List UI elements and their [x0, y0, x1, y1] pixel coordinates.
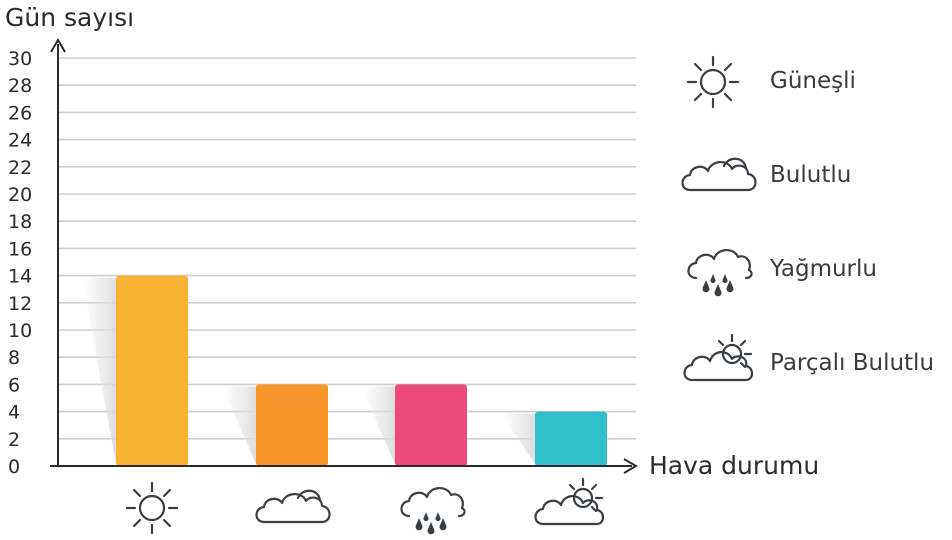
legend-label: Güneşli	[770, 68, 856, 94]
y-tick-label: 14	[8, 266, 32, 288]
y-tick-label: 6	[8, 374, 20, 396]
bar-cloud	[256, 384, 328, 466]
legend-label: Parçalı Bulutlu	[770, 350, 934, 376]
rain-cloud-icon	[400, 487, 466, 535]
bar-partly-cloudy	[535, 411, 607, 466]
y-tick-label: 16	[8, 238, 32, 260]
y-tick-label: 2	[8, 429, 20, 451]
y-axis-arrow	[50, 38, 66, 53]
partly-cloudy-icon	[534, 477, 605, 526]
x-axis-arrow	[623, 458, 638, 474]
y-tick-label: 4	[8, 402, 20, 424]
y-tick-label: 28	[8, 75, 32, 97]
legend-rain-cloud-icon	[687, 249, 753, 297]
y-tick-label: 30	[8, 48, 32, 70]
y-tick-label: 22	[8, 157, 32, 179]
legend-cloud-icon	[681, 157, 757, 192]
bar-sun	[116, 275, 188, 466]
legend: Güneşli Bulutlu Yağmurlu Parçalı Bulutlu	[681, 55, 934, 382]
legend-partly-cloudy-icon	[683, 333, 754, 382]
cloud-icon	[255, 489, 331, 524]
bar-rain-cloud	[395, 384, 467, 466]
legend-label: Bulutlu	[770, 162, 851, 188]
bar-shadow	[361, 386, 395, 464]
legend-sun-icon	[686, 55, 740, 109]
bars	[116, 275, 607, 466]
bar-shadows	[82, 277, 535, 464]
bar-shadow	[222, 386, 256, 464]
y-tick-label: 10	[8, 320, 32, 342]
y-tick-label: 8	[8, 347, 20, 369]
bar-shadow	[501, 413, 535, 464]
y-axis-title: Gün sayısı	[5, 3, 134, 32]
sun-icon	[125, 481, 179, 535]
y-tick-label: 0	[8, 456, 20, 478]
y-tick-label: 12	[8, 293, 32, 315]
legend-label: Yağmurlu	[769, 256, 877, 282]
y-tick-label: 26	[8, 102, 32, 124]
bar-shadow	[82, 277, 116, 464]
y-tick-label: 24	[8, 130, 32, 152]
y-tick-label: 20	[8, 184, 32, 206]
x-axis-title: Hava durumu	[649, 451, 819, 480]
x-category-icons	[125, 477, 605, 535]
y-tick-label: 18	[8, 211, 32, 233]
